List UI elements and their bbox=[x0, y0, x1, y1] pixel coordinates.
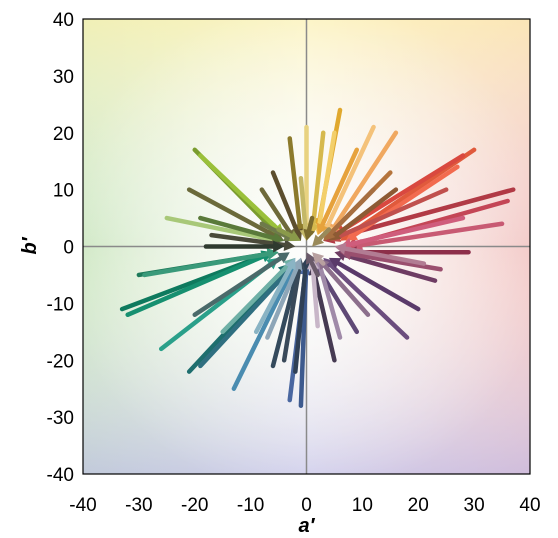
y-tick-label: 10 bbox=[53, 181, 74, 202]
arrow-shaft bbox=[320, 260, 323, 264]
y-tick-label: 0 bbox=[63, 238, 74, 259]
y-tick-label: -40 bbox=[47, 465, 74, 486]
x-tick-label: -10 bbox=[237, 495, 264, 516]
x-tick-label: -40 bbox=[69, 495, 96, 516]
x-tick-label: 20 bbox=[408, 495, 429, 516]
x-tick-label: -30 bbox=[125, 495, 152, 516]
y-tick-label: -20 bbox=[47, 351, 74, 372]
y-axis-title: b′ bbox=[19, 236, 41, 254]
x-tick-label: 40 bbox=[519, 495, 540, 516]
y-tick-label: -30 bbox=[47, 408, 74, 429]
x-tick-label: 0 bbox=[301, 495, 312, 516]
y-tick-label: 30 bbox=[53, 67, 74, 88]
x-axis-title: a′ bbox=[299, 515, 316, 537]
x-tick-label: 10 bbox=[352, 495, 373, 516]
x-tick-label: 30 bbox=[464, 495, 485, 516]
y-tick-label: 20 bbox=[53, 124, 74, 145]
y-axis-ticks: -40 -30 -20 -10 0 10 20 30 40 bbox=[47, 10, 74, 486]
x-tick-label: -20 bbox=[181, 495, 208, 516]
y-tick-label: -10 bbox=[47, 294, 74, 315]
y-tick-label: 40 bbox=[53, 10, 74, 31]
arrow-shaft bbox=[309, 218, 312, 230]
x-axis-ticks: -40 -30 -20 -10 0 10 20 30 40 bbox=[69, 495, 540, 516]
